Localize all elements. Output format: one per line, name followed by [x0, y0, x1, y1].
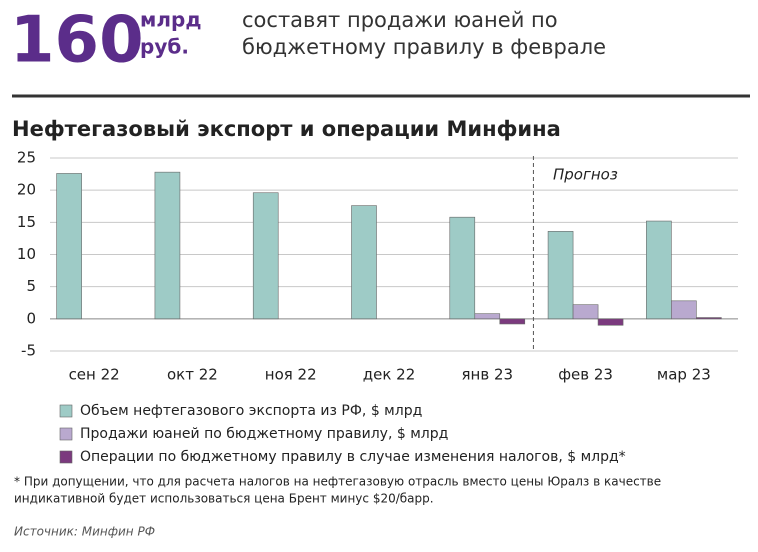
y-tick-label: 15 — [17, 213, 36, 231]
legend-marker — [59, 450, 73, 464]
unit: руб. — [140, 35, 189, 59]
x-tick-label: фев 23 — [558, 366, 613, 384]
x-tick-label: окт 22 — [167, 366, 218, 384]
footnote: * При допущении, что для расчета налогов… — [14, 475, 661, 489]
bar — [449, 216, 476, 320]
legend-label: Операции по бюджетному правилу в случае … — [80, 449, 626, 465]
chart-title: Нефтегазовый экспорт и операции Минфина — [12, 117, 561, 141]
bar — [572, 304, 599, 320]
bar — [696, 317, 722, 320]
bar — [671, 300, 697, 320]
legend-label: Продажи юаней по бюджетному правилу, $ м… — [80, 426, 448, 442]
x-tick-label: ноя 22 — [265, 366, 317, 384]
bar — [499, 318, 526, 325]
big-number: 160 — [10, 4, 144, 78]
bar — [56, 173, 82, 320]
y-tick-label: 25 — [17, 149, 36, 167]
y-tick-label: 10 — [17, 245, 36, 263]
y-tick-label: -5 — [21, 342, 36, 360]
unit: млрд — [140, 8, 201, 32]
bar — [252, 192, 279, 320]
x-tick-label: мар 23 — [657, 366, 711, 384]
source: Источник: Минфин РФ — [14, 525, 155, 539]
x-tick-label: сен 22 — [69, 366, 120, 384]
annotation: Прогноз — [553, 166, 618, 184]
bar — [547, 231, 574, 320]
bar — [154, 171, 181, 320]
headline: бюджетному правилу в феврале — [242, 35, 606, 59]
legend-label: Объем нефтегазового экспорта из РФ, $ мл… — [80, 403, 422, 419]
x-tick-label: янв 23 — [462, 366, 514, 384]
headline: составят продажи юаней по — [242, 8, 558, 32]
legend-marker — [59, 404, 73, 418]
y-tick-label: 0 — [26, 309, 36, 327]
y-tick-label: 5 — [26, 277, 36, 295]
footnote: индикативной будет использоваться цена Б… — [14, 492, 434, 506]
x-tick-label: дек 22 — [363, 366, 416, 384]
legend-marker — [59, 427, 73, 441]
bar — [597, 318, 624, 326]
y-tick-label: 20 — [17, 181, 36, 199]
bar — [474, 313, 501, 320]
bar — [646, 220, 672, 320]
bar — [351, 205, 377, 320]
